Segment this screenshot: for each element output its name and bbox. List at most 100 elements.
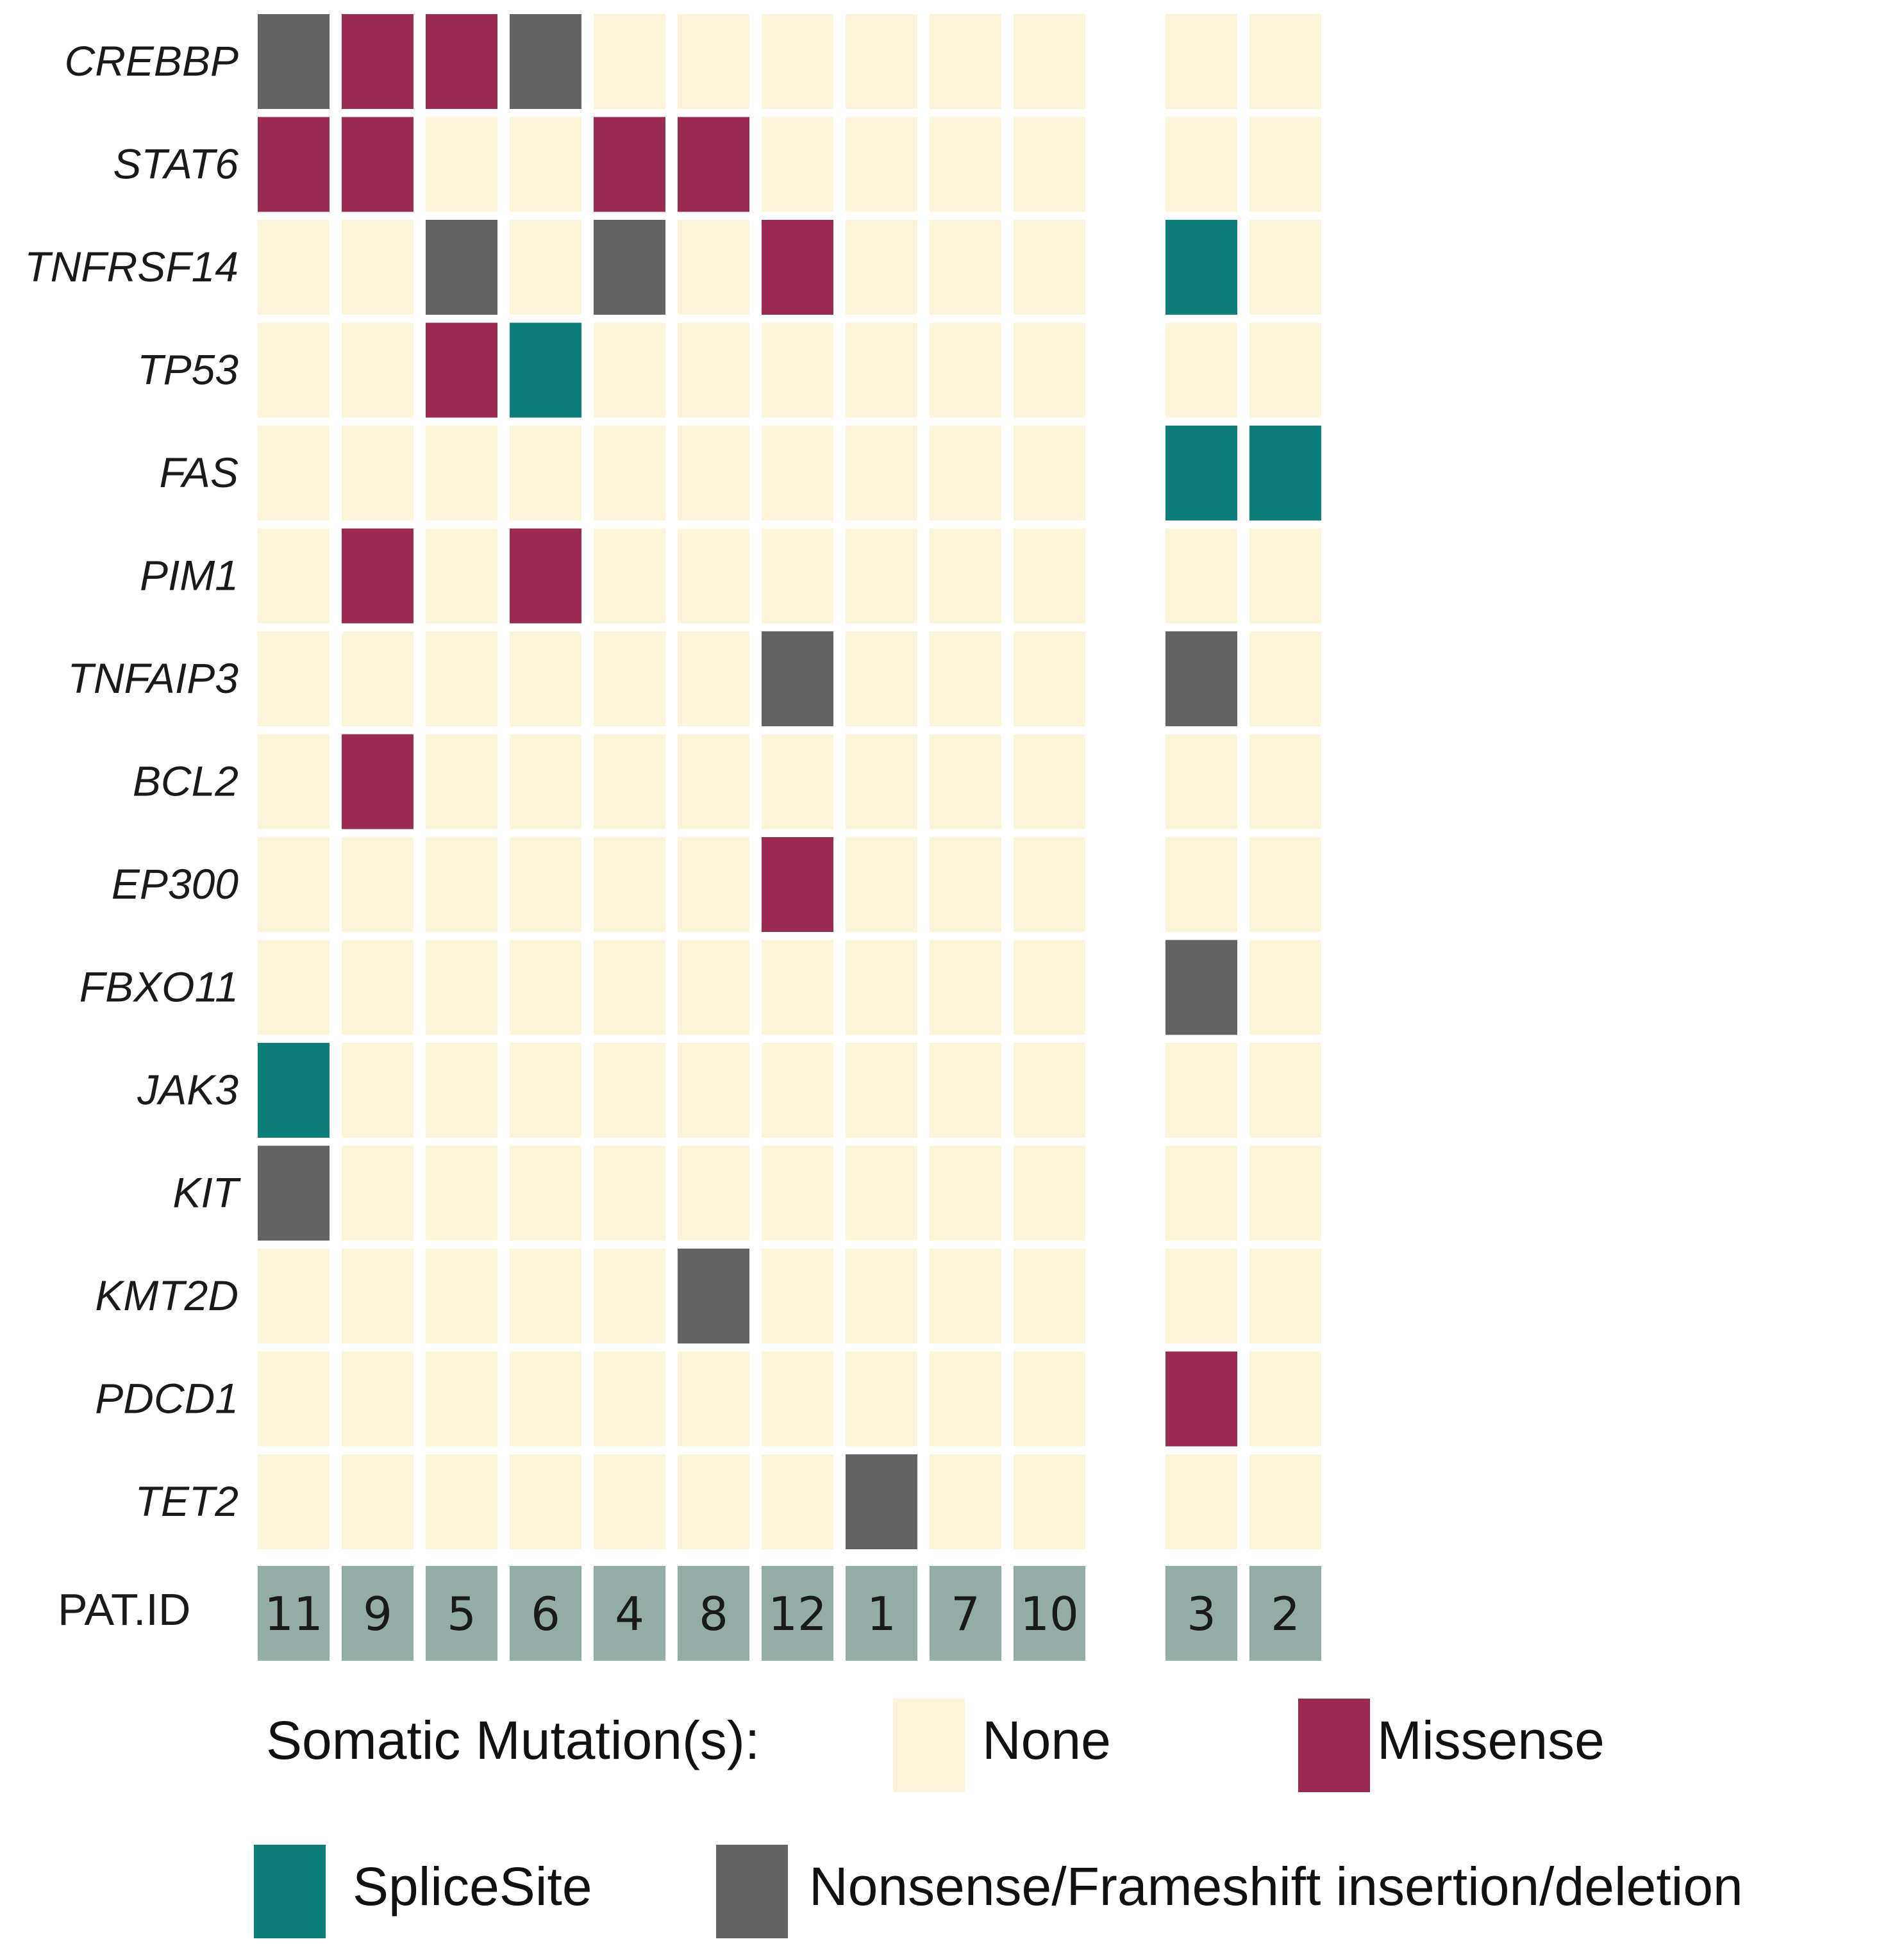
cell-stat6-patient-10-none [1014,117,1085,212]
cell-jak3-patient-7-none [930,1043,1001,1138]
patient-id-label-12: 12 [768,1587,827,1641]
cell-crebbp-patient-11-nonsense-frameshift-insertion-deletion [258,14,330,109]
cell-jak3-patient-9-none [342,1043,413,1138]
cell-kit-patient-12-none [762,1145,833,1241]
cell-tnfrsf14-patient-3-splicesite [1165,220,1237,315]
cell-fas-patient-7-none [930,426,1001,520]
cell-stat6-patient-2-none [1249,117,1321,212]
legend-label-nonsense-frameshift-insertion-deletion: Nonsense/Frameshift insertion/deletion [809,1856,1743,1917]
cell-kit-patient-2-none [1249,1145,1321,1241]
cell-ep300-patient-8-none [678,837,749,932]
cell-kmt2d-patient-4-none [594,1249,665,1343]
cell-kmt2d-patient-8-nonsense-frameshift-insertion-deletion [678,1249,749,1343]
patient-id-cell-7 [930,1566,1001,1661]
cell-crebbp-patient-10-none [1014,14,1085,109]
gene-label-crebbp: CREBBP [65,37,238,85]
cell-ep300-patient-4-none [594,837,665,932]
cell-stat6-patient-4-missense [594,117,665,212]
gene-label-pim1: PIM1 [140,552,238,599]
cell-kmt2d-patient-9-none [342,1249,413,1343]
gene-label-tnfaip3: TNFAIP3 [68,654,239,702]
gene-label-bcl2: BCL2 [133,758,238,805]
cell-fbxo11-patient-6-none [510,940,581,1035]
cell-jak3-patient-6-none [510,1043,581,1138]
cell-tnfaip3-patient-2-none [1249,631,1321,726]
cell-kit-patient-3-none [1165,1145,1237,1241]
legend-swatch-missense [1298,1699,1370,1792]
cell-ep300-patient-12-missense [762,837,833,932]
cell-pdcd1-patient-8-none [678,1351,749,1447]
cell-tet2-patient-1-nonsense-frameshift-insertion-deletion [846,1454,917,1549]
patient-id-row-label: PAT.ID [58,1584,190,1634]
cell-stat6-patient-5-none [426,117,497,212]
cell-tnfrsf14-patient-5-nonsense-frameshift-insertion-deletion [426,220,497,315]
cell-fbxo11-patient-3-nonsense-frameshift-insertion-deletion [1165,940,1237,1035]
legend-label-missense: Missense [1377,1710,1605,1770]
cell-bcl2-patient-10-none [1014,734,1085,829]
gene-label-fas: FAS [160,449,238,496]
cell-fbxo11-patient-1-none [846,940,917,1035]
cell-tet2-patient-9-none [342,1454,413,1549]
patient-id-cell-10 [1014,1566,1085,1661]
patient-id-label-10: 10 [1020,1587,1079,1641]
legend-label-none: None [982,1710,1111,1770]
patient-id-row: PAT.ID 11 9 5 6 4 8 12 1 7 10 3 2 [58,1566,1321,1661]
cell-tp53-patient-5-missense [426,322,497,418]
patient-id-label-1: 1 [867,1587,896,1641]
cell-kmt2d-patient-6-none [510,1249,581,1343]
gene-labels: CREBBP STAT6 TNFRSF14 TP53 FAS PIM1 TNFAIP3 BCL… [24,37,241,1525]
legend-swatch-nonsense-frameshift-insertion-deletion [716,1845,788,1938]
cell-fas-patient-8-none [678,426,749,520]
patient-id-label-6: 6 [531,1587,560,1641]
cell-tp53-patient-2-none [1249,322,1321,418]
cell-tp53-patient-1-none [846,322,917,418]
cell-fas-patient-3-splicesite [1165,426,1237,520]
patient-id-label-3: 3 [1187,1587,1216,1641]
cell-fas-patient-5-none [426,426,497,520]
legend-swatch-none [893,1699,965,1792]
patient-id-label-7: 7 [951,1587,980,1641]
cell-crebbp-patient-3-none [1165,14,1237,109]
gene-label-kit: KIT [172,1169,241,1217]
gene-label-stat6: STAT6 [113,140,238,188]
cell-bcl2-patient-4-none [594,734,665,829]
heatmap-cells [258,14,1321,1549]
cell-pim1-patient-9-missense [342,528,413,624]
cell-tnfaip3-patient-3-nonsense-frameshift-insertion-deletion [1165,631,1237,726]
cell-kmt2d-patient-2-none [1249,1249,1321,1343]
cell-stat6-patient-9-missense [342,117,413,212]
cell-tp53-patient-3-none [1165,322,1237,418]
cell-bcl2-patient-5-none [426,734,497,829]
gene-label-fbxo11: FBXO11 [79,963,238,1011]
cell-stat6-patient-3-none [1165,117,1237,212]
cell-ep300-patient-6-none [510,837,581,932]
cell-pdcd1-patient-2-none [1249,1351,1321,1447]
cell-tnfaip3-patient-4-none [594,631,665,726]
cell-pdcd1-patient-10-none [1014,1351,1085,1447]
cell-fas-patient-10-none [1014,426,1085,520]
cell-jak3-patient-10-none [1014,1043,1085,1138]
cell-pdcd1-patient-12-none [762,1351,833,1447]
cell-tet2-patient-7-none [930,1454,1001,1549]
legend: Somatic Mutation(s): None Missense SpliceS… [254,1699,1743,1938]
cell-fbxo11-patient-10-none [1014,940,1085,1035]
cell-jak3-patient-1-none [846,1043,917,1138]
cell-pdcd1-patient-4-none [594,1351,665,1447]
cell-pim1-patient-6-missense [510,528,581,624]
cell-tp53-patient-12-none [762,322,833,418]
cell-tnfaip3-patient-5-none [426,631,497,726]
patient-id-cell-2 [1249,1566,1321,1661]
cell-jak3-patient-3-none [1165,1043,1237,1138]
cell-pim1-patient-11-none [258,528,330,624]
cell-pdcd1-patient-5-none [426,1351,497,1447]
cell-tp53-patient-4-none [594,322,665,418]
cell-ep300-patient-3-none [1165,837,1237,932]
cell-kmt2d-patient-12-none [762,1249,833,1343]
cell-kmt2d-patient-1-none [846,1249,917,1343]
cell-tnfaip3-patient-6-none [510,631,581,726]
gene-label-tp53: TP53 [137,346,238,394]
cell-tnfaip3-patient-7-none [930,631,1001,726]
cell-kit-patient-10-none [1014,1145,1085,1241]
cell-ep300-patient-1-none [846,837,917,932]
cell-tet2-patient-8-none [678,1454,749,1549]
